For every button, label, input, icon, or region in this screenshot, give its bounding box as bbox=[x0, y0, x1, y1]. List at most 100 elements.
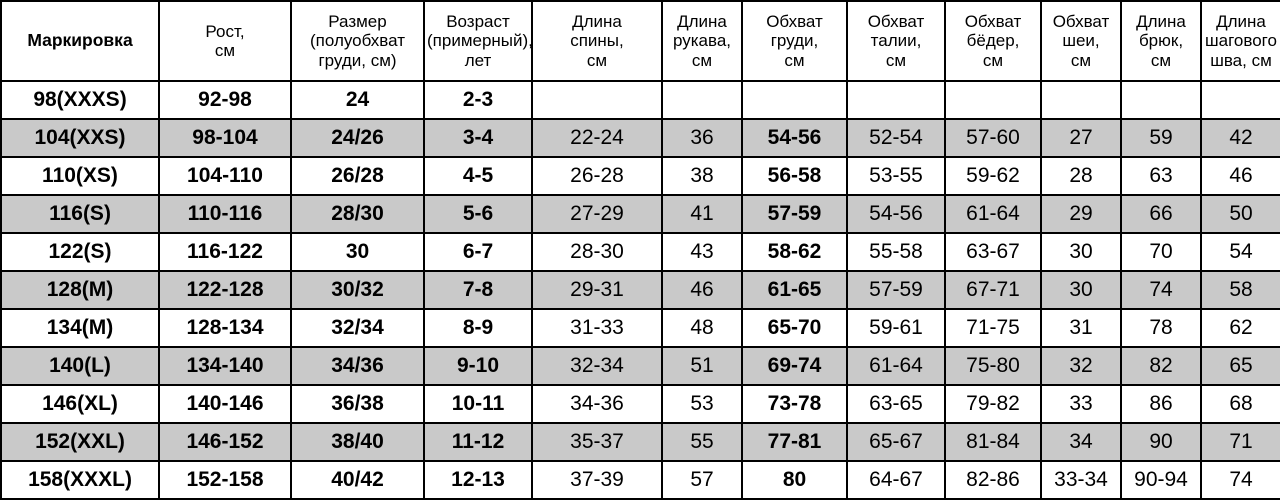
table-row: 146(XL) 140-146 36/38 10-11 34-36 53 73-78 63-6… bbox=[0, 384, 1280, 424]
cell-sleeve_length: 38 bbox=[661, 156, 743, 196]
cell-chest_girth bbox=[741, 80, 848, 120]
cell-age: 6-7 bbox=[423, 232, 533, 272]
column-header-size: Размер (полуобхват груди, см) bbox=[290, 0, 425, 82]
cell-pants_length: 63 bbox=[1120, 156, 1202, 196]
cell-marking: 140(L) bbox=[0, 346, 160, 386]
column-header-pants_length: Длина брюк, см bbox=[1120, 0, 1202, 82]
cell-age: 4-5 bbox=[423, 156, 533, 196]
cell-inseam_length: 46 bbox=[1200, 156, 1280, 196]
column-header-marking: Маркировка bbox=[0, 0, 160, 82]
cell-marking: 116(S) bbox=[0, 194, 160, 234]
cell-age: 10-11 bbox=[423, 384, 533, 424]
cell-sleeve_length: 48 bbox=[661, 308, 743, 348]
table-row: 116(S) 110-116 28/30 5-6 27-29 41 57-59 54-56 61… bbox=[0, 194, 1280, 234]
cell-neck_girth bbox=[1040, 80, 1122, 120]
cell-age: 11-12 bbox=[423, 422, 533, 462]
cell-age: 2-3 bbox=[423, 80, 533, 120]
cell-hip_girth: 79-82 bbox=[944, 384, 1042, 424]
cell-marking: 146(XL) bbox=[0, 384, 160, 424]
cell-sleeve_length: 46 bbox=[661, 270, 743, 310]
cell-pants_length: 59 bbox=[1120, 118, 1202, 158]
cell-size: 24/26 bbox=[290, 118, 425, 158]
table-row: 158(XXXL) 152-158 40/42 12-13 37-39 57 80 64-67… bbox=[0, 460, 1280, 500]
table-row: 122(S) 116-122 30 6-7 28-30 43 58-62 55-58 63-67… bbox=[0, 232, 1280, 272]
cell-age: 5-6 bbox=[423, 194, 533, 234]
cell-back_length: 27-29 bbox=[531, 194, 663, 234]
cell-chest_girth: 73-78 bbox=[741, 384, 848, 424]
cell-neck_girth: 28 bbox=[1040, 156, 1122, 196]
column-header-height: Рост, см bbox=[158, 0, 292, 82]
cell-inseam_length: 74 bbox=[1200, 460, 1280, 500]
cell-waist_girth: 63-65 bbox=[846, 384, 946, 424]
cell-back_length: 32-34 bbox=[531, 346, 663, 386]
cell-waist_girth: 61-64 bbox=[846, 346, 946, 386]
cell-sleeve_length: 43 bbox=[661, 232, 743, 272]
cell-hip_girth: 61-64 bbox=[944, 194, 1042, 234]
cell-inseam_length bbox=[1200, 80, 1280, 120]
cell-waist_girth: 53-55 bbox=[846, 156, 946, 196]
cell-height: 152-158 bbox=[158, 460, 292, 500]
cell-size: 28/30 bbox=[290, 194, 425, 234]
cell-hip_girth: 63-67 bbox=[944, 232, 1042, 272]
cell-neck_girth: 33 bbox=[1040, 384, 1122, 424]
cell-size: 26/28 bbox=[290, 156, 425, 196]
cell-size: 40/42 bbox=[290, 460, 425, 500]
cell-neck_girth: 29 bbox=[1040, 194, 1122, 234]
cell-size: 36/38 bbox=[290, 384, 425, 424]
cell-marking: 134(M) bbox=[0, 308, 160, 348]
cell-chest_girth: 58-62 bbox=[741, 232, 848, 272]
cell-height: 92-98 bbox=[158, 80, 292, 120]
cell-height: 146-152 bbox=[158, 422, 292, 462]
cell-inseam_length: 62 bbox=[1200, 308, 1280, 348]
cell-marking: 110(XS) bbox=[0, 156, 160, 196]
cell-marking: 128(M) bbox=[0, 270, 160, 310]
cell-age: 9-10 bbox=[423, 346, 533, 386]
cell-size: 34/36 bbox=[290, 346, 425, 386]
cell-waist_girth: 65-67 bbox=[846, 422, 946, 462]
table-row: 104(XXS) 98-104 24/26 3-4 22-24 36 54-56 52-54 5… bbox=[0, 118, 1280, 158]
cell-hip_girth: 75-80 bbox=[944, 346, 1042, 386]
cell-marking: 104(XXS) bbox=[0, 118, 160, 158]
cell-sleeve_length: 36 bbox=[661, 118, 743, 158]
cell-neck_girth: 33-34 bbox=[1040, 460, 1122, 500]
cell-age: 12-13 bbox=[423, 460, 533, 500]
cell-height: 116-122 bbox=[158, 232, 292, 272]
cell-hip_girth: 81-84 bbox=[944, 422, 1042, 462]
cell-chest_girth: 56-58 bbox=[741, 156, 848, 196]
cell-marking: 152(XXL) bbox=[0, 422, 160, 462]
cell-inseam_length: 71 bbox=[1200, 422, 1280, 462]
cell-waist_girth bbox=[846, 80, 946, 120]
table-row: 128(M) 122-128 30/32 7-8 29-31 46 61-65 57-59 67… bbox=[0, 270, 1280, 310]
cell-sleeve_length: 51 bbox=[661, 346, 743, 386]
cell-back_length: 29-31 bbox=[531, 270, 663, 310]
table-row: 152(XXL) 146-152 38/40 11-12 35-37 55 77-81 65-… bbox=[0, 422, 1280, 462]
cell-inseam_length: 68 bbox=[1200, 384, 1280, 424]
cell-pants_length: 78 bbox=[1120, 308, 1202, 348]
cell-hip_girth: 59-62 bbox=[944, 156, 1042, 196]
cell-back_length: 35-37 bbox=[531, 422, 663, 462]
cell-waist_girth: 55-58 bbox=[846, 232, 946, 272]
cell-inseam_length: 50 bbox=[1200, 194, 1280, 234]
cell-waist_girth: 64-67 bbox=[846, 460, 946, 500]
cell-height: 98-104 bbox=[158, 118, 292, 158]
cell-pants_length: 74 bbox=[1120, 270, 1202, 310]
column-header-back_length: Длина спины, см bbox=[531, 0, 663, 82]
cell-sleeve_length: 53 bbox=[661, 384, 743, 424]
cell-neck_girth: 30 bbox=[1040, 270, 1122, 310]
cell-pants_length: 66 bbox=[1120, 194, 1202, 234]
table-header: Маркировка Рост, см Размер (полуобхват груди,… bbox=[0, 0, 1280, 82]
cell-back_length: 26-28 bbox=[531, 156, 663, 196]
cell-age: 3-4 bbox=[423, 118, 533, 158]
column-header-age: Возраст (примерный), лет bbox=[423, 0, 533, 82]
cell-marking: 98(XXXS) bbox=[0, 80, 160, 120]
column-header-hip_girth: Обхват бёдер, см bbox=[944, 0, 1042, 82]
table-body: 98(XXXS) 92-98 24 2-3 104(XXS) 98-104 24/26 3-4… bbox=[0, 80, 1280, 500]
cell-back_length: 28-30 bbox=[531, 232, 663, 272]
cell-pants_length: 70 bbox=[1120, 232, 1202, 272]
cell-sleeve_length: 57 bbox=[661, 460, 743, 500]
cell-hip_girth: 71-75 bbox=[944, 308, 1042, 348]
cell-hip_girth: 57-60 bbox=[944, 118, 1042, 158]
column-header-inseam_length: Длина шагового шва, см bbox=[1200, 0, 1280, 82]
cell-height: 134-140 bbox=[158, 346, 292, 386]
